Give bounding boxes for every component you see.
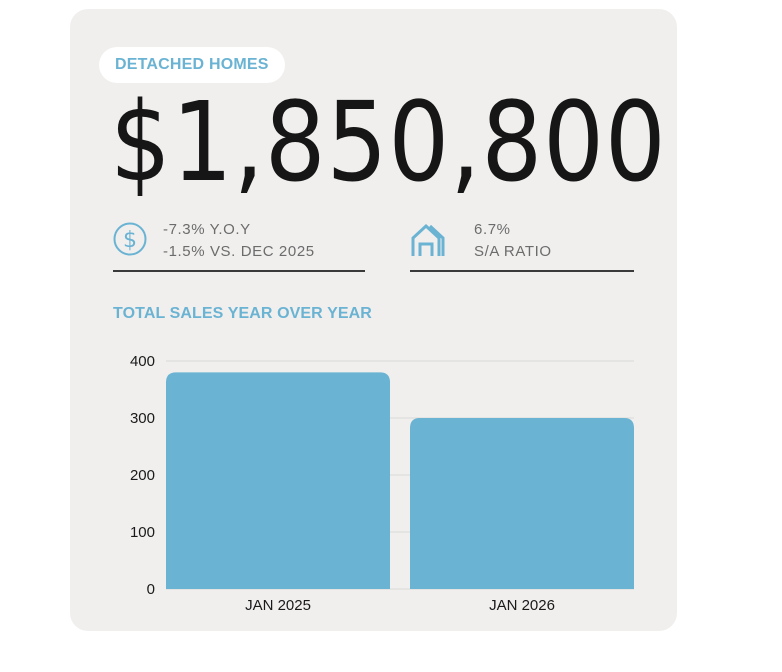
house-outline-icon bbox=[410, 222, 466, 267]
mom-change-text: -1.5% VS. DEC 2025 bbox=[163, 243, 315, 260]
dollar-circle-icon: $ bbox=[113, 222, 147, 261]
y-tick-label: 100 bbox=[130, 524, 155, 541]
y-tick-label: 200 bbox=[130, 467, 155, 484]
y-tick-label: 300 bbox=[130, 410, 155, 427]
sa-ratio-value: 6.7% bbox=[474, 221, 511, 238]
y-tick-label: 0 bbox=[147, 581, 155, 598]
x-tick-label: JAN 2026 bbox=[489, 597, 555, 614]
bar bbox=[410, 418, 634, 589]
chart-title: TOTAL SALES YEAR OVER YEAR bbox=[113, 305, 372, 322]
property-type-badge: DETACHED HOMES bbox=[99, 47, 285, 83]
bar bbox=[166, 372, 390, 589]
sales-ratio-stat: 6.7% S/A RATIO bbox=[410, 217, 634, 272]
yoy-change-text: -7.3% Y.O.Y bbox=[163, 221, 251, 238]
price-change-stat: $ -7.3% Y.O.Y -1.5% VS. DEC 2025 bbox=[113, 217, 365, 272]
y-tick-label: 400 bbox=[130, 353, 155, 370]
sa-ratio-label: S/A RATIO bbox=[474, 243, 552, 260]
median-price: $1,850,800 bbox=[110, 78, 667, 206]
x-tick-label: JAN 2025 bbox=[245, 597, 311, 614]
svg-text:$: $ bbox=[123, 228, 137, 253]
